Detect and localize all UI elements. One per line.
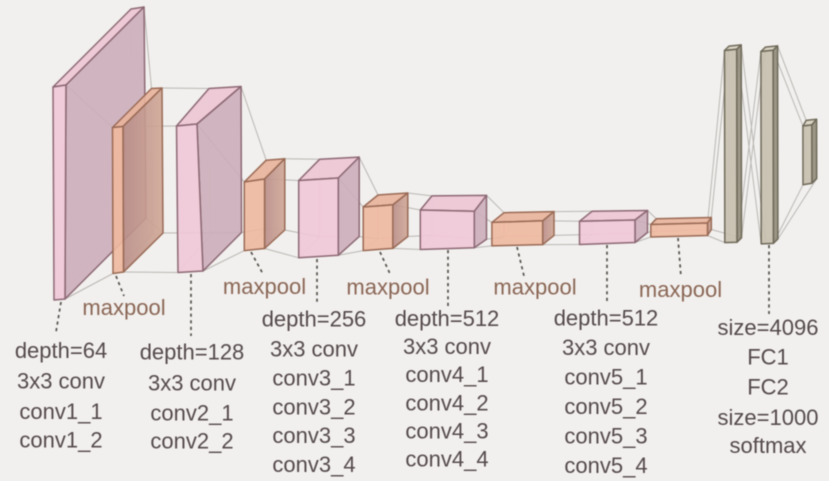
svg-text:size=1000: size=1000 xyxy=(718,405,819,430)
svg-text:depth=256: depth=256 xyxy=(262,307,367,332)
svg-text:3x3 conv: 3x3 conv xyxy=(148,371,236,396)
svg-text:conv1_2: conv1_2 xyxy=(19,428,102,453)
svg-text:depth=64: depth=64 xyxy=(15,338,107,363)
svg-text:3x3 conv: 3x3 conv xyxy=(17,369,105,394)
svg-text:maxpool: maxpool xyxy=(223,274,306,299)
svg-text:maxpool: maxpool xyxy=(639,277,722,302)
svg-text:size=4096: size=4096 xyxy=(718,315,819,340)
svg-text:conv2_1: conv2_1 xyxy=(150,401,233,426)
svg-text:softmax: softmax xyxy=(729,433,806,458)
svg-text:3x3 conv: 3x3 conv xyxy=(270,337,358,362)
svg-text:conv4_3: conv4_3 xyxy=(405,418,488,443)
svg-text:depth=128: depth=128 xyxy=(140,340,245,365)
svg-text:conv5_3: conv5_3 xyxy=(564,424,647,449)
svg-text:maxpool: maxpool xyxy=(82,295,165,320)
svg-text:FC1: FC1 xyxy=(747,345,789,370)
svg-text:conv3_3: conv3_3 xyxy=(272,423,355,448)
svg-text:conv4_2: conv4_2 xyxy=(405,390,488,415)
svg-text:conv5_2: conv5_2 xyxy=(564,394,647,419)
svg-text:FC2: FC2 xyxy=(747,375,789,400)
svg-text:maxpool: maxpool xyxy=(493,275,576,300)
svg-text:conv5_4: conv5_4 xyxy=(564,453,647,478)
svg-text:maxpool: maxpool xyxy=(346,275,429,300)
svg-text:3x3 conv: 3x3 conv xyxy=(562,335,650,360)
svg-text:conv3_4: conv3_4 xyxy=(272,452,355,477)
svg-text:conv3_2: conv3_2 xyxy=(272,395,355,420)
svg-text:conv5_1: conv5_1 xyxy=(564,365,647,390)
svg-text:conv2_2: conv2_2 xyxy=(150,429,233,454)
svg-text:conv4_1: conv4_1 xyxy=(405,362,488,387)
svg-text:depth=512: depth=512 xyxy=(554,306,659,331)
svg-text:depth=512: depth=512 xyxy=(395,306,500,331)
svg-text:3x3 conv: 3x3 conv xyxy=(403,334,491,359)
svg-text:conv3_1: conv3_1 xyxy=(272,366,355,391)
svg-text:conv4_4: conv4_4 xyxy=(405,447,488,472)
svg-text:conv1_1: conv1_1 xyxy=(19,399,102,424)
